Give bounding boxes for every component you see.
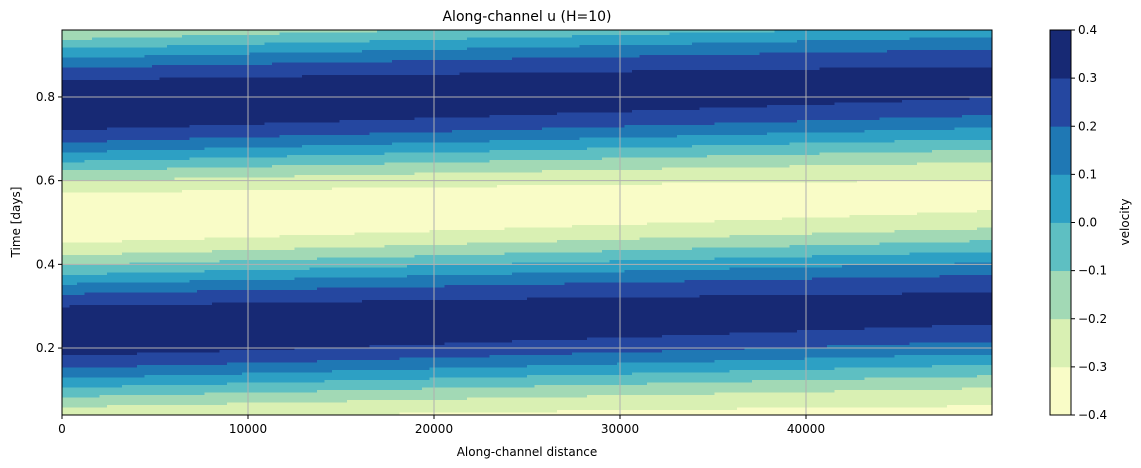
- plot-area: [62, 30, 993, 416]
- chart-title: Along-channel u (H=10): [442, 9, 611, 25]
